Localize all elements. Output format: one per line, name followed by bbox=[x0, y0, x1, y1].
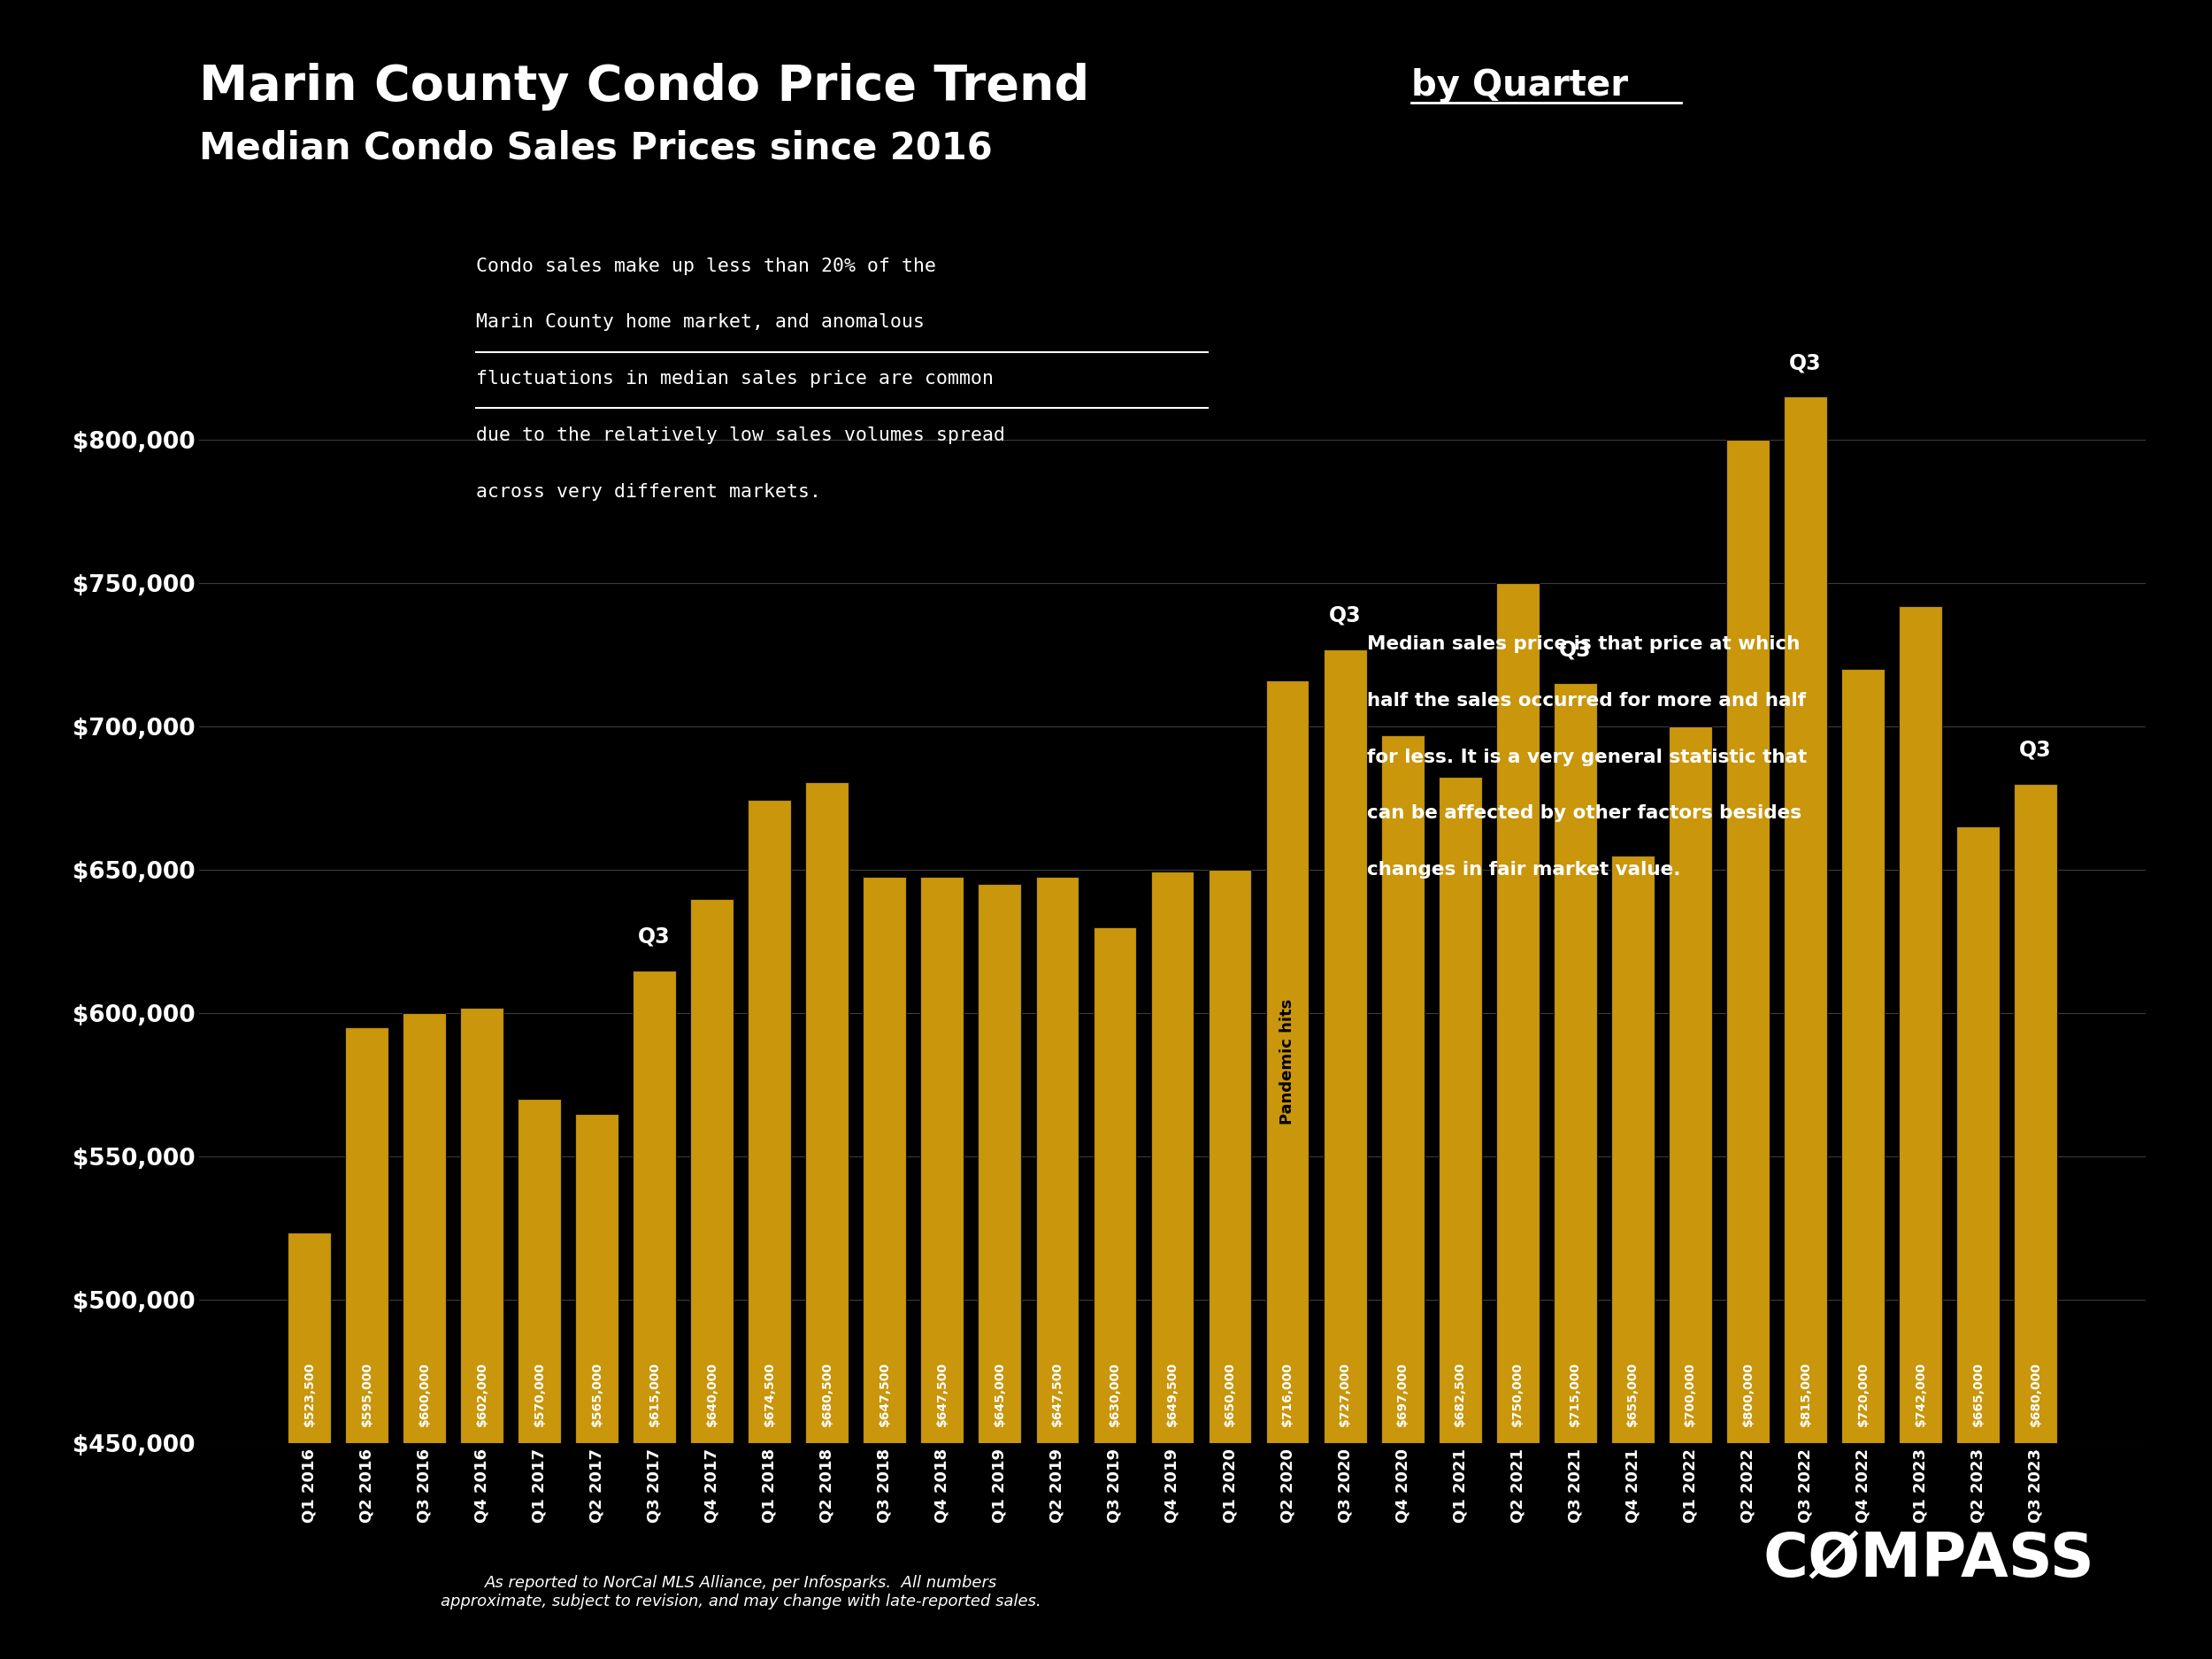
Bar bbox=[460, 1007, 504, 1659]
Text: $697,000: $697,000 bbox=[1396, 1362, 1409, 1427]
Text: $615,000: $615,000 bbox=[648, 1362, 661, 1427]
Text: Marin County home market, and anomalous: Marin County home market, and anomalous bbox=[476, 314, 925, 332]
Bar bbox=[1553, 684, 1597, 1659]
Text: $680,500: $680,500 bbox=[821, 1362, 834, 1427]
Bar bbox=[1783, 397, 1827, 1659]
Text: Q3: Q3 bbox=[1559, 639, 1590, 660]
Text: Condo sales make up less than 20% of the: Condo sales make up less than 20% of the bbox=[476, 257, 936, 275]
Bar bbox=[1840, 669, 1885, 1659]
Text: $565,000: $565,000 bbox=[591, 1362, 604, 1427]
Text: $716,000: $716,000 bbox=[1281, 1362, 1294, 1427]
Bar bbox=[920, 878, 964, 1659]
Text: Q3: Q3 bbox=[1329, 606, 1360, 625]
Bar bbox=[1035, 878, 1079, 1659]
Bar bbox=[805, 783, 849, 1659]
Bar bbox=[1610, 856, 1655, 1659]
Bar bbox=[1323, 649, 1367, 1659]
Bar bbox=[575, 1113, 619, 1659]
Text: $715,000: $715,000 bbox=[1568, 1362, 1582, 1427]
Text: $650,000: $650,000 bbox=[1223, 1362, 1237, 1427]
Text: $720,000: $720,000 bbox=[1856, 1362, 1869, 1427]
Text: Q3: Q3 bbox=[2020, 740, 2053, 761]
Bar bbox=[633, 971, 677, 1659]
Text: Pandemic hits: Pandemic hits bbox=[1279, 999, 1296, 1125]
Bar bbox=[288, 1233, 332, 1659]
Bar bbox=[1898, 606, 1942, 1659]
Bar bbox=[863, 878, 907, 1659]
Text: $649,500: $649,500 bbox=[1166, 1362, 1179, 1427]
Text: $700,000: $700,000 bbox=[1683, 1362, 1697, 1427]
Bar bbox=[748, 800, 792, 1659]
Bar bbox=[1668, 727, 1712, 1659]
Text: $647,500: $647,500 bbox=[878, 1362, 891, 1427]
Text: $800,000: $800,000 bbox=[1741, 1362, 1754, 1427]
Text: $600,000: $600,000 bbox=[418, 1362, 431, 1427]
Bar bbox=[403, 1014, 447, 1659]
Bar bbox=[1150, 871, 1194, 1659]
Text: can be affected by other factors besides: can be affected by other factors besides bbox=[1367, 805, 1801, 823]
Text: Q3: Q3 bbox=[1790, 353, 1823, 373]
Text: $645,000: $645,000 bbox=[993, 1362, 1006, 1427]
Text: Q3: Q3 bbox=[639, 926, 670, 947]
Text: CØMPASS: CØMPASS bbox=[1763, 1530, 2095, 1589]
Text: due to the relatively low sales volumes spread: due to the relatively low sales volumes … bbox=[476, 426, 1004, 445]
Text: $680,000: $680,000 bbox=[2028, 1362, 2042, 1427]
Text: $595,000: $595,000 bbox=[361, 1362, 374, 1427]
Text: $647,500: $647,500 bbox=[1051, 1362, 1064, 1427]
Text: $570,000: $570,000 bbox=[533, 1362, 546, 1427]
Text: $742,000: $742,000 bbox=[1913, 1362, 1927, 1427]
Text: for less. It is a very general statistic that: for less. It is a very general statistic… bbox=[1367, 748, 1807, 766]
Text: across very different markets.: across very different markets. bbox=[476, 483, 821, 501]
Text: $630,000: $630,000 bbox=[1108, 1362, 1121, 1427]
Bar bbox=[1495, 582, 1540, 1659]
Bar bbox=[2013, 783, 2057, 1659]
Bar bbox=[1093, 927, 1137, 1659]
Text: As reported to NorCal MLS Alliance, per Infosparks.  All numbers
approximate, su: As reported to NorCal MLS Alliance, per … bbox=[440, 1574, 1042, 1609]
Text: Median sales price is that price at which: Median sales price is that price at whic… bbox=[1367, 635, 1801, 654]
Text: $655,000: $655,000 bbox=[1626, 1362, 1639, 1427]
Bar bbox=[1438, 776, 1482, 1659]
Bar bbox=[1380, 735, 1425, 1659]
Bar bbox=[345, 1027, 389, 1659]
Text: $647,500: $647,500 bbox=[936, 1362, 949, 1427]
Text: $815,000: $815,000 bbox=[1798, 1362, 1812, 1427]
Bar bbox=[518, 1100, 562, 1659]
Text: $640,000: $640,000 bbox=[706, 1362, 719, 1427]
Bar bbox=[690, 899, 734, 1659]
Text: $602,000: $602,000 bbox=[476, 1362, 489, 1427]
Text: $750,000: $750,000 bbox=[1511, 1362, 1524, 1427]
Bar bbox=[978, 884, 1022, 1659]
Text: by Quarter: by Quarter bbox=[1411, 68, 1628, 103]
Bar bbox=[1265, 680, 1310, 1659]
Text: $682,500: $682,500 bbox=[1453, 1362, 1467, 1427]
Text: changes in fair market value.: changes in fair market value. bbox=[1367, 861, 1681, 879]
Text: fluctuations in median sales price are common: fluctuations in median sales price are c… bbox=[476, 370, 993, 388]
Text: $674,500: $674,500 bbox=[763, 1362, 776, 1427]
Bar bbox=[1955, 826, 2000, 1659]
Text: Median Condo Sales Prices since 2016: Median Condo Sales Prices since 2016 bbox=[199, 129, 993, 166]
Text: $727,000: $727,000 bbox=[1338, 1362, 1352, 1427]
Bar bbox=[1725, 440, 1770, 1659]
Bar bbox=[1208, 869, 1252, 1659]
Text: $523,500: $523,500 bbox=[303, 1362, 316, 1427]
Text: Marin County Condo Price Trend: Marin County Condo Price Trend bbox=[199, 63, 1091, 111]
Text: $665,000: $665,000 bbox=[1971, 1362, 1984, 1427]
Text: half the sales occurred for more and half: half the sales occurred for more and hal… bbox=[1367, 692, 1805, 710]
